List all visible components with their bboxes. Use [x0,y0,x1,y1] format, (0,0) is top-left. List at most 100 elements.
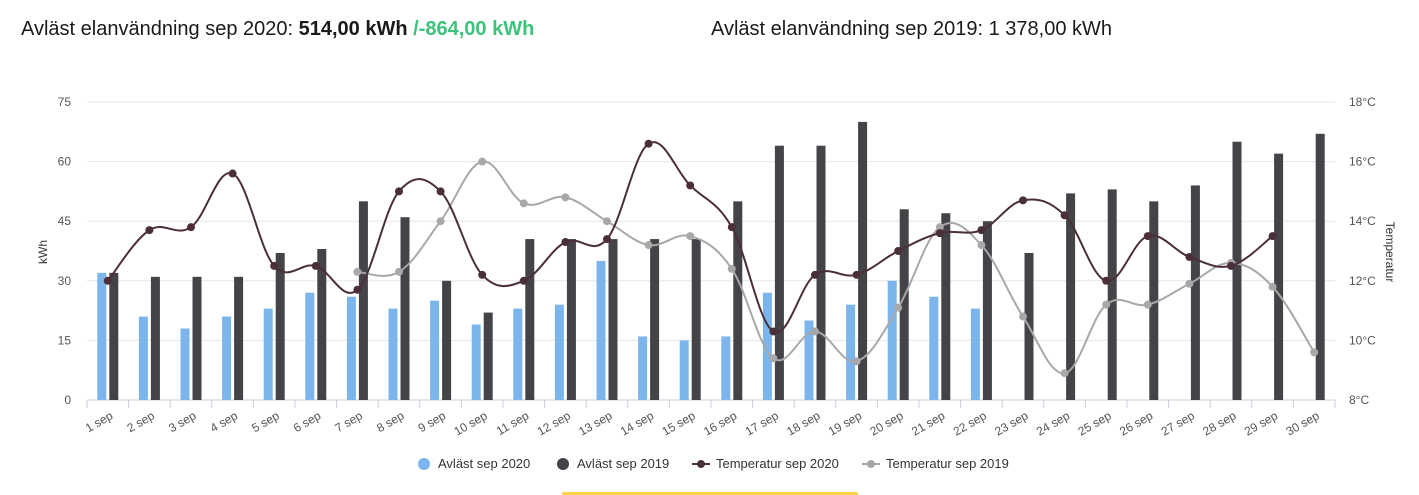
bar-2019[interactable] [733,201,743,400]
point-temp-2019[interactable] [561,193,570,202]
point-temp-2020[interactable] [727,223,736,232]
point-temp-2020[interactable] [1143,232,1152,241]
bar-2020[interactable] [471,324,481,400]
bar-2020[interactable] [804,320,814,400]
bar-2019[interactable] [1066,193,1076,400]
bar-2019[interactable] [941,213,951,400]
bar-2019[interactable] [1315,133,1325,400]
point-temp-2019[interactable] [727,264,736,273]
bar-2019[interactable] [109,272,119,400]
point-temp-2019[interactable] [1310,348,1319,357]
point-temp-2020[interactable] [1185,252,1194,261]
bar-2020[interactable] [762,292,772,400]
bar-2019[interactable] [982,221,992,400]
bar-2019[interactable] [774,145,784,400]
point-temp-2019[interactable] [1268,282,1277,291]
bar-2020[interactable] [846,304,856,400]
point-temp-2020[interactable] [852,270,861,279]
point-temp-2019[interactable] [769,354,778,363]
bar-2019[interactable] [566,239,576,400]
bar-2020[interactable] [638,336,648,400]
bar-2020[interactable] [554,304,564,400]
point-temp-2019[interactable] [644,241,653,250]
bar-2019[interactable] [483,312,493,400]
point-temp-2020[interactable] [561,238,570,247]
point-temp-2019[interactable] [811,327,819,336]
point-temp-2020[interactable] [1268,232,1277,241]
bar-2019[interactable] [317,249,327,400]
bar-2020[interactable] [388,308,398,400]
point-temp-2019[interactable] [436,217,445,226]
bar-2020[interactable] [679,340,689,400]
bar-2019[interactable] [608,239,618,400]
bar-2019[interactable] [691,239,701,400]
point-temp-2019[interactable] [894,303,903,312]
point-temp-2020[interactable] [769,327,778,336]
point-temp-2019[interactable] [478,157,487,166]
bar-2020[interactable] [346,296,356,400]
point-temp-2020[interactable] [811,270,819,279]
bar-2019[interactable] [442,280,452,400]
bar-2020[interactable] [887,280,897,400]
bar-2020[interactable] [305,292,315,400]
point-temp-2020[interactable] [145,226,154,235]
bar-2019[interactable] [1190,185,1200,400]
point-temp-2020[interactable] [270,261,279,270]
bar-2020[interactable] [513,308,523,400]
point-temp-2020[interactable] [395,187,403,196]
point-temp-2019[interactable] [977,241,986,250]
point-temp-2020[interactable] [311,261,320,270]
point-temp-2020[interactable] [436,187,445,196]
point-temp-2020[interactable] [977,226,986,235]
point-temp-2020[interactable] [1060,211,1069,220]
chart-lines[interactable] [103,139,1319,378]
bar-2020[interactable] [970,308,980,400]
point-temp-2019[interactable] [935,223,944,232]
point-temp-2019[interactable] [1143,300,1152,309]
bar-2019[interactable] [899,209,909,400]
point-temp-2020[interactable] [103,276,112,285]
point-temp-2020[interactable] [1102,276,1111,285]
point-temp-2020[interactable] [603,235,611,244]
bar-2019[interactable] [1232,141,1242,400]
point-temp-2019[interactable] [519,199,528,208]
point-temp-2020[interactable] [519,276,528,285]
bar-2020[interactable] [596,260,606,400]
bar-2019[interactable] [1274,153,1284,400]
chart-bars[interactable] [97,121,1325,400]
point-temp-2020[interactable] [1019,196,1027,205]
bar-2020[interactable] [222,316,232,400]
point-temp-2019[interactable] [353,267,362,276]
bar-2019[interactable] [150,276,160,400]
point-temp-2020[interactable] [686,181,695,190]
point-temp-2020[interactable] [478,270,487,279]
legend-item-temp-2019[interactable]: Temperatur sep 2019 [862,456,1009,471]
bar-2019[interactable] [275,252,285,400]
point-temp-2019[interactable] [603,217,611,226]
point-temp-2019[interactable] [1102,300,1111,309]
bar-2020[interactable] [97,272,107,400]
point-temp-2020[interactable] [228,169,237,178]
bar-2019[interactable] [525,239,535,400]
point-temp-2019[interactable] [395,267,403,276]
point-temp-2020[interactable] [644,139,653,148]
bar-2020[interactable] [138,316,148,400]
legend-item-temp-2020[interactable]: Temperatur sep 2020 [692,456,839,471]
bar-2019[interactable] [1107,189,1117,400]
legend-item-2020[interactable]: Avläst sep 2020 [418,456,530,471]
point-temp-2019[interactable] [1185,279,1194,288]
point-temp-2019[interactable] [852,357,861,366]
bar-2019[interactable] [192,276,202,400]
bar-2020[interactable] [430,300,440,400]
bar-2020[interactable] [929,296,939,400]
point-temp-2020[interactable] [894,247,903,255]
bar-2020[interactable] [263,308,273,400]
point-temp-2020[interactable] [187,223,195,232]
bar-2019[interactable] [1149,201,1159,400]
bar-2019[interactable] [400,217,410,400]
point-temp-2020[interactable] [353,285,362,294]
bar-2020[interactable] [180,328,190,400]
bar-2019[interactable] [358,201,368,400]
bar-2019[interactable] [650,239,660,400]
point-temp-2019[interactable] [1019,312,1027,321]
